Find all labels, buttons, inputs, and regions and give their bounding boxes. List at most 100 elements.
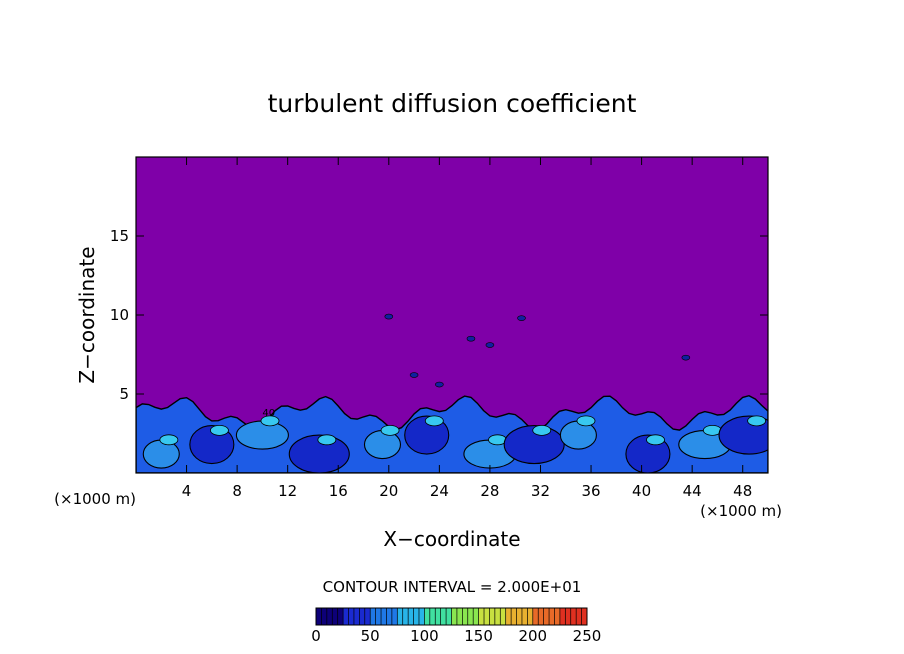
colorbar-swatch [397,608,404,625]
x-units-right: (×1000 m) [700,502,782,520]
eddy-core [159,434,179,446]
turbulent-blob [517,315,526,321]
colorbar-tick-label: 0 [311,627,321,645]
colorbar-swatch [576,608,582,625]
x-tick-label: 4 [182,482,192,500]
x-tick-label: 40 [632,482,651,500]
x-tick-label: 44 [683,482,702,500]
colorbar-swatch [391,608,398,625]
turbulent-blob [681,354,691,361]
colorbar-swatch [532,608,539,625]
chart-title: turbulent diffusion coefficient [268,89,637,118]
colorbar-swatch [581,608,588,625]
colorbar-swatch [402,608,409,625]
x-tick-label: 12 [278,482,297,500]
colorbar-swatch [554,608,561,625]
colorbar-swatch [467,608,474,625]
colorbar-swatch [538,608,544,625]
eddy-core [210,424,229,436]
colorbar-swatch [386,608,393,625]
eddy-core [424,415,444,427]
x-tick-label: 32 [531,482,550,500]
turbulent-blob [485,342,495,348]
colorbar-swatch [364,608,371,625]
colorbar-swatch [473,608,479,625]
x-axis-ticks: 4 8 12 16 20 24 28 32 36 40 44 48 [182,157,752,500]
turbulent-blob [466,335,476,342]
colorbar-swatch [462,608,469,625]
colorbar-frame [315,607,588,626]
colorbar-ticks: 0 50 100 150 200 250 [311,627,601,645]
colorbar-swatch [440,608,447,625]
colorbar-swatch [435,608,441,625]
y-tick-label: 10 [110,306,129,324]
colorbar-swatch [359,608,366,625]
boundary-layer-contour [136,394,768,473]
y-axis-ticks: 5 10 15 [110,227,768,403]
y-axis-label: Z−coordinate [75,246,99,383]
x-tick-label: 16 [329,482,348,500]
colorbar-swatch [500,608,506,625]
colorbar-swatch [559,608,566,625]
colorbar-swatch [565,608,572,625]
colorbar-swatch [337,608,344,625]
turbulent-blob [409,372,419,378]
eddy-core [747,415,767,427]
turbulent-blob [384,313,394,320]
colorbar-swatch [332,608,338,625]
colorbar-swatch [348,608,355,625]
colorbar-swatch [446,608,452,625]
colorbar-tick-label: 200 [518,627,547,645]
colorbar-swatch [451,608,458,625]
colorbar-swatch [381,608,387,625]
colorbar-swatch [418,608,425,625]
colorbar-swatch [484,608,490,625]
eddy-contour [288,434,350,473]
colorbar-swatch [549,608,555,625]
contour-interval-text: CONTOUR INTERVAL = 2.000E+01 [323,578,582,596]
colorbar-swatch [353,608,360,625]
y-tick-label: 15 [110,227,129,245]
colorbar-tick-label: 150 [464,627,493,645]
eddy-core [576,415,596,427]
x-tick-label: 24 [430,482,449,500]
x-tick-label: 8 [232,482,242,500]
eddy-core [380,424,400,436]
colorbar-swatch [527,608,534,625]
colorbar-swatch [505,608,512,625]
colorbar-swatch [370,608,376,625]
colorbar-swatch [316,608,322,625]
x-units-left: (×1000 m) [54,490,136,508]
colorbar-swatch [516,608,523,625]
colorbar-tick-label: 50 [361,627,380,645]
y-tick-label: 5 [119,385,129,403]
colorbar-swatch [413,608,420,625]
turbulent-blob [435,381,444,388]
x-tick-label: 48 [733,482,752,500]
colorbar-swatch [511,608,517,625]
colorbar-swatch [494,608,501,625]
colorbar-swatch [456,608,463,625]
colorbar-swatch [478,608,485,625]
x-tick-label: 20 [379,482,398,500]
colorbar-swatch [343,608,349,625]
colorbar [315,607,588,626]
contour-value-label: 40 [262,408,275,419]
colorbar-swatch [429,608,436,625]
colorbar-swatch [375,608,382,625]
boundary-layer-field: 40 [136,313,768,473]
colorbar-swatch [321,608,328,625]
x-tick-label: 28 [480,482,499,500]
colorbar-swatch [521,608,528,625]
colorbar-tick-label: 250 [573,627,602,645]
eddy-core [532,424,552,436]
x-axis-label: X−coordinate [383,527,520,551]
colorbar-swatch [408,608,414,625]
eddy-contour [235,420,289,450]
eddy-core [317,434,337,446]
colorbar-swatch [326,608,333,625]
colorbar-swatch [424,608,431,625]
colorbar-swatch [489,608,496,625]
